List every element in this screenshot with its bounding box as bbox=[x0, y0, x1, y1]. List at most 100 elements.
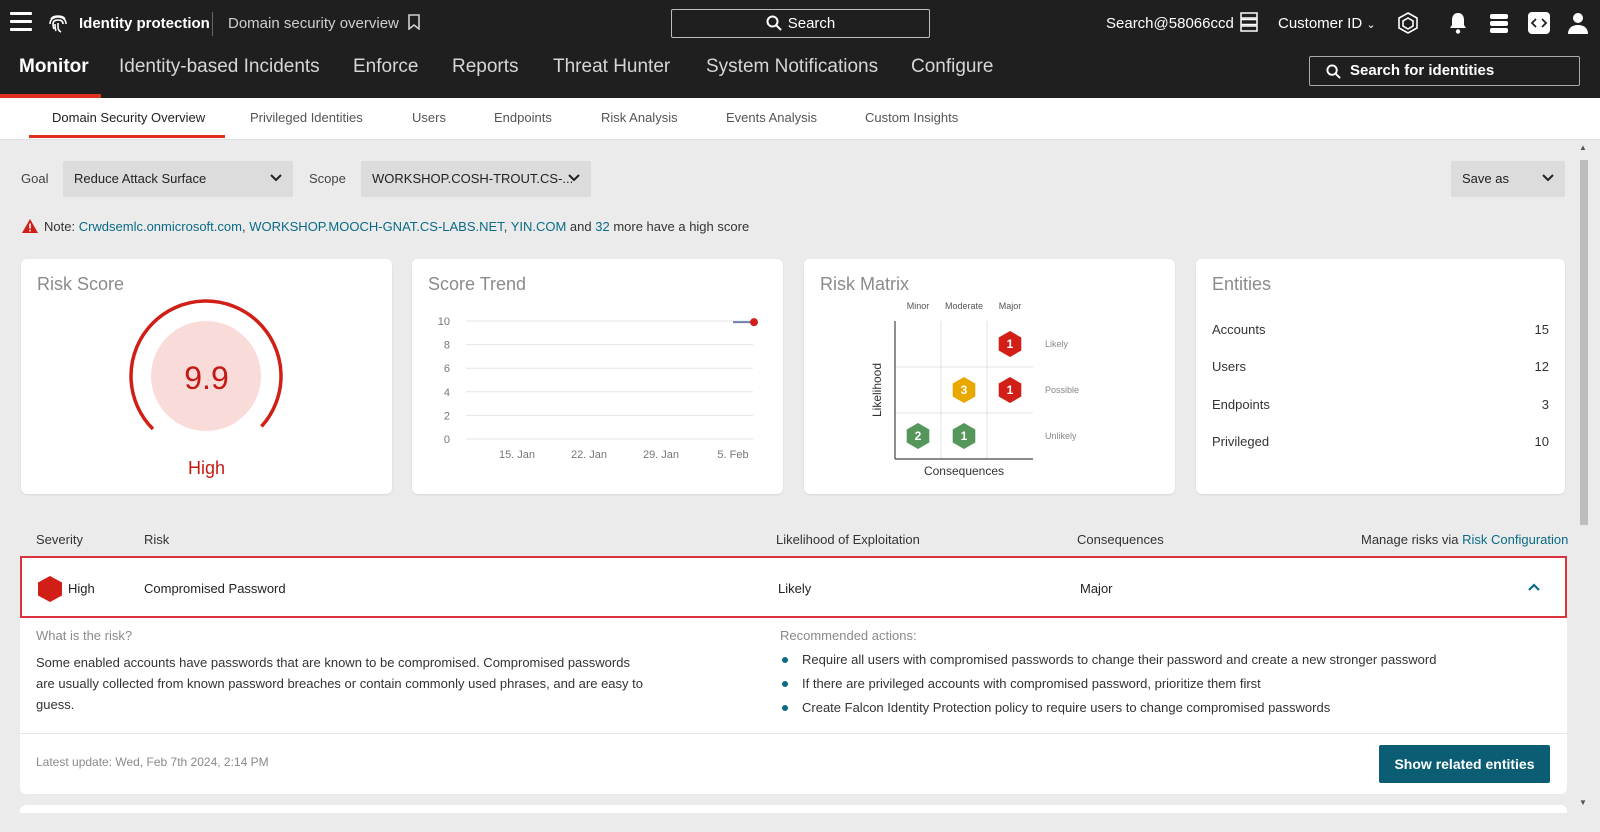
latest-update-text: Latest update: Wed, Feb 7th 2024, 2:14 P… bbox=[36, 755, 269, 769]
high-score-note: Note: Crwdsemlc.onmicrosoft.com, WORKSHO… bbox=[22, 219, 749, 234]
matrix-x-axis-label: Consequences bbox=[924, 464, 1004, 478]
score-trend-card: Score Trend 10 8 6 4 2 0 15. Jan 22. Jan 29. Jan… bbox=[412, 259, 783, 494]
chevron-down-icon bbox=[568, 174, 580, 182]
note-domain-link-3[interactable]: YIN.COM bbox=[510, 219, 567, 234]
tab-risk-analysis[interactable]: Risk Analysis bbox=[601, 110, 678, 125]
column-header-risk[interactable]: Risk bbox=[144, 532, 170, 547]
nav-enforce[interactable]: Enforce bbox=[353, 56, 419, 77]
entities-card: Entities Accounts 15 Users 12 Endpoints 3 P… bbox=[1196, 259, 1565, 494]
title-divider bbox=[212, 12, 213, 36]
entity-label: Privileged bbox=[1212, 434, 1270, 449]
show-related-entities-button[interactable]: Show related entities bbox=[1379, 745, 1550, 783]
y-tick-label: 10 bbox=[438, 316, 450, 328]
manage-risks-prefix: Manage risks via bbox=[1361, 532, 1463, 547]
nav-identity-incidents[interactable]: Identity-based Incidents bbox=[119, 56, 320, 77]
tab-privileged-identities[interactable]: Privileged Identities bbox=[250, 110, 363, 125]
column-label: Minor bbox=[907, 301, 930, 311]
risk-hexagon-icon[interactable] bbox=[998, 331, 1022, 357]
list-item: If there are privileged accounts with co… bbox=[780, 674, 1436, 698]
server-icon[interactable] bbox=[1240, 12, 1258, 32]
note-domain-link-2[interactable]: WORKSHOP.MOOCH-GNAT.CS-LABS.NET bbox=[249, 219, 504, 234]
shield-hexagon-icon[interactable] bbox=[1396, 11, 1420, 35]
top-bar: Identity protection Domain security over… bbox=[0, 0, 1600, 48]
warning-icon bbox=[22, 219, 38, 233]
user-profile-icon[interactable] bbox=[1567, 11, 1589, 35]
note-sep-2: , bbox=[503, 219, 511, 234]
risk-score-gauge bbox=[129, 299, 283, 431]
goal-select[interactable]: Reduce Attack Surface bbox=[63, 161, 293, 197]
matrix-y-axis-label: Likelihood bbox=[870, 363, 884, 417]
risk-hexagon-icon[interactable] bbox=[952, 423, 976, 449]
risk-configuration-link[interactable]: Risk Configuration bbox=[1462, 532, 1569, 547]
row-severity: High bbox=[68, 581, 95, 596]
entity-row-users[interactable]: Users 12 bbox=[1212, 359, 1549, 374]
score-trend-chart: 10 8 6 4 2 0 15. Jan 22. Jan 29. Jan 5. Feb bbox=[438, 316, 758, 461]
identity-search-input[interactable]: Search for identities bbox=[1309, 56, 1580, 86]
x-tick-label: 29. Jan bbox=[643, 449, 679, 461]
page-scrollbar[interactable]: ▲ ▼ bbox=[1576, 140, 1590, 832]
nav-monitor[interactable]: Monitor bbox=[19, 56, 89, 77]
chevron-down-icon bbox=[1542, 174, 1554, 182]
sub-tabs: Domain Security Overview Privileged Iden… bbox=[0, 98, 1600, 140]
table-row[interactable]: High Compromised Password Likely Major bbox=[20, 556, 1567, 618]
list-item: Create Falcon Identity Protection policy… bbox=[780, 698, 1436, 722]
risk-hexagon-icon[interactable] bbox=[906, 423, 930, 449]
risk-count: 3 bbox=[961, 383, 968, 397]
risk-hexagon-icon[interactable] bbox=[952, 377, 976, 403]
column-header-consequences[interactable]: Consequences bbox=[1077, 532, 1164, 547]
what-is-risk-heading: What is the risk? bbox=[36, 628, 133, 643]
collapse-chevron-up-icon[interactable] bbox=[1527, 582, 1541, 592]
row-risk: Compromised Password bbox=[144, 581, 286, 596]
next-row-edge bbox=[20, 805, 1567, 813]
global-search-button[interactable]: Search bbox=[671, 9, 930, 38]
scroll-down-arrow-icon[interactable]: ▼ bbox=[1579, 798, 1587, 807]
identity-search-placeholder: Search for identities bbox=[1350, 62, 1495, 79]
note-more-link[interactable]: 32 bbox=[595, 219, 610, 234]
data-point[interactable] bbox=[750, 318, 758, 327]
bookmark-icon[interactable] bbox=[408, 14, 420, 30]
scrollbar-thumb[interactable] bbox=[1580, 160, 1588, 525]
entities-title: Entities bbox=[1212, 274, 1272, 294]
hamburger-menu-icon[interactable] bbox=[10, 12, 32, 32]
tab-users[interactable]: Users bbox=[412, 110, 446, 125]
row-likelihood: Likely bbox=[778, 581, 812, 596]
notification-bell-icon[interactable] bbox=[1448, 11, 1468, 35]
integrations-icon[interactable] bbox=[1488, 11, 1510, 35]
row-label: Possible bbox=[1045, 385, 1079, 395]
user-name[interactable]: Search@58066ccd bbox=[1106, 15, 1234, 32]
note-mid: and bbox=[566, 219, 596, 234]
app-title: Identity protection bbox=[79, 15, 210, 32]
scope-select[interactable]: WORKSHOP.COSH-TROUT.CS-... bbox=[361, 161, 591, 197]
customer-id-dropdown[interactable]: Customer ID ⌄ bbox=[1278, 15, 1376, 32]
column-header-severity[interactable]: Severity bbox=[36, 532, 83, 547]
nav-system-notifications[interactable]: System Notifications bbox=[706, 56, 879, 77]
risk-matrix-card: Risk Matrix Minor Moderate Major Likely Poss… bbox=[804, 259, 1175, 494]
column-header-likelihood[interactable]: Likelihood of Exploitation bbox=[776, 532, 920, 547]
note-domain-link-1[interactable]: Crwdsemlc.onmicrosoft.com bbox=[78, 219, 242, 234]
severity-high-hexagon-icon bbox=[38, 576, 62, 602]
tab-events-analysis[interactable]: Events Analysis bbox=[726, 110, 818, 125]
risk-matrix-chart: Minor Moderate Major Likely Possible Unlikely… bbox=[870, 301, 1079, 478]
nav-reports[interactable]: Reports bbox=[452, 56, 519, 77]
entity-row-endpoints[interactable]: Endpoints 3 bbox=[1212, 397, 1549, 412]
risk-count: 1 bbox=[1007, 383, 1014, 397]
entity-row-accounts[interactable]: Accounts 15 bbox=[1212, 322, 1549, 337]
risk-score-value: 9.9 bbox=[184, 360, 229, 396]
y-tick-label: 2 bbox=[444, 410, 450, 422]
tab-custom-insights[interactable]: Custom Insights bbox=[865, 110, 959, 125]
active-tab-indicator bbox=[29, 135, 225, 138]
scroll-up-arrow-icon[interactable]: ▲ bbox=[1579, 143, 1587, 152]
save-as-dropdown[interactable]: Save as bbox=[1451, 161, 1565, 197]
fingerprint-logo-icon bbox=[49, 15, 67, 33]
nav-configure[interactable]: Configure bbox=[911, 56, 994, 77]
y-tick-label: 8 bbox=[444, 340, 450, 352]
list-item: Require all users with compromised passw… bbox=[780, 650, 1436, 674]
scope-label: Scope bbox=[309, 171, 346, 186]
nav-threat-hunter[interactable]: Threat Hunter bbox=[553, 56, 671, 77]
tab-domain-security-overview[interactable]: Domain Security Overview bbox=[52, 110, 206, 125]
entity-row-privileged[interactable]: Privileged 10 bbox=[1212, 434, 1549, 449]
risk-hexagon-icon[interactable] bbox=[998, 377, 1022, 403]
tab-endpoints[interactable]: Endpoints bbox=[494, 110, 552, 125]
note-prefix: Note: bbox=[44, 219, 79, 234]
code-icon[interactable] bbox=[1527, 11, 1551, 35]
